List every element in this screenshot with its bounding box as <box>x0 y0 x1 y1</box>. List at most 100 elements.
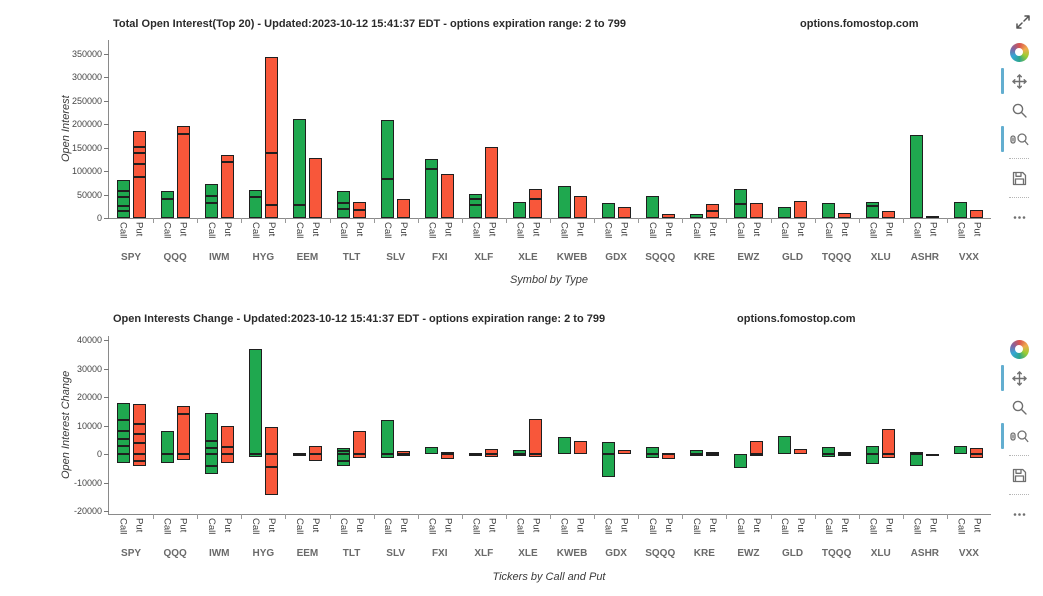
put-tick-label: Put <box>795 518 807 533</box>
hyg-put-bar <box>264 57 278 153</box>
ticker-label: KWEB <box>556 252 588 263</box>
xle-call-bar <box>513 450 527 455</box>
put-tick-label: Put <box>618 518 630 533</box>
xlf-put-bar <box>485 454 499 458</box>
y-tick-label: -10000 <box>73 477 102 488</box>
expand-arrows-icon <box>1016 15 1030 29</box>
slv-put-bar <box>397 451 411 455</box>
xle-call-bar <box>513 454 527 457</box>
more-tools-icon[interactable] <box>1009 207 1029 227</box>
y-tick-mark <box>104 171 109 173</box>
eem-call-bar <box>292 454 306 457</box>
bokeh-logo-icon[interactable] <box>1009 42 1029 62</box>
xlf-call-bar <box>469 199 483 205</box>
qqq-put-bar <box>176 454 190 460</box>
group-tick <box>902 218 904 223</box>
put-tick-label: Put <box>530 222 542 237</box>
y-tick-label: 250000 <box>71 95 102 106</box>
tlt-call-bar <box>337 191 351 203</box>
put-tick-label: Put <box>750 222 762 237</box>
wheel-zoom-icon[interactable] <box>1001 126 1029 152</box>
ashr-put-bar <box>926 454 940 457</box>
call-tick-label: Call <box>293 222 305 239</box>
call-tick-label: Call <box>514 222 526 239</box>
iwm-call-bar <box>204 448 218 455</box>
gdx-put-bar <box>617 450 631 455</box>
group-tick <box>153 218 155 223</box>
y-tick-label: 0 <box>96 449 102 460</box>
fullscreen-expand-icon[interactable] <box>1013 12 1035 34</box>
spy-put-bar <box>132 454 146 462</box>
vxx-call-bar <box>954 201 968 218</box>
call-tick-label: Call <box>955 518 967 535</box>
group-tick <box>638 218 640 223</box>
put-tick-label: Put <box>398 518 410 533</box>
group-tick <box>241 514 243 519</box>
plot-area[interactable]: 0 50000 100000 150000 200000 250000 300000 3500… <box>72 40 991 263</box>
ewz-put-bar <box>749 454 763 457</box>
ticker-label: HYG <box>252 548 275 559</box>
group-tick <box>417 514 419 519</box>
more-tools-icon[interactable] <box>1009 504 1029 524</box>
tqqq-call-bar <box>822 454 836 458</box>
box-zoom-icon[interactable] <box>1009 100 1029 120</box>
save-icon[interactable] <box>1009 168 1029 188</box>
y-tick-mark <box>104 425 109 427</box>
save-icon[interactable] <box>1009 465 1029 485</box>
kweb-call-bar <box>557 437 571 455</box>
group-tick <box>373 218 375 223</box>
qqq-put-bar <box>176 414 190 455</box>
ticker-label: IWM <box>208 252 230 263</box>
group-tick <box>858 514 860 519</box>
eem-put-bar <box>308 454 322 462</box>
plot-area[interactable]: -20000 -10000 0 10000 20000 30000 40000 Call Put… <box>74 335 991 559</box>
y-tick-mark <box>104 368 109 370</box>
gdx-call-bar <box>601 454 615 477</box>
spy-put-bar <box>132 424 146 435</box>
xlu-call-bar <box>866 206 880 218</box>
ticker-label: EWZ <box>737 548 760 559</box>
put-tick-label: Put <box>927 222 939 237</box>
put-tick-label: Put <box>971 518 983 533</box>
slv-put-bar <box>397 199 411 218</box>
logo-ring <box>1009 42 1029 62</box>
ticker-label: SPY <box>121 548 142 559</box>
spy-call-bar <box>116 180 130 191</box>
y-tick-label: -20000 <box>73 506 102 517</box>
tlt-call-bar <box>337 454 351 462</box>
xlu-put-bar <box>882 428 896 455</box>
kre-put-bar <box>705 454 719 457</box>
spy-call-bar <box>116 206 130 212</box>
put-tick-label: Put <box>706 518 718 533</box>
group-tick <box>902 514 904 519</box>
call-tick-label: Call <box>734 518 746 535</box>
call-tick-label: Call <box>514 518 526 535</box>
spy-put-bar <box>132 146 146 154</box>
gld-call-bar <box>778 435 792 455</box>
put-tick-label: Put <box>354 518 366 533</box>
spy-put-bar <box>132 163 146 177</box>
slv-call-bar <box>381 454 395 459</box>
y-tick-mark <box>104 511 109 513</box>
box-zoom-icon[interactable] <box>1009 397 1029 417</box>
spy-put-bar <box>132 434 146 443</box>
call-tick-label: Call <box>955 222 967 239</box>
y-tick-label: 200000 <box>71 119 102 130</box>
put-tick-label: Put <box>927 518 939 533</box>
y-tick-label: 100000 <box>71 166 102 177</box>
ticker-label: ASHR <box>910 548 940 559</box>
ticker-label: SQQQ <box>645 252 676 263</box>
kre-put-bar <box>705 204 719 212</box>
hyg-put-bar <box>264 467 278 496</box>
y-tick-mark <box>104 218 109 219</box>
put-tick-label: Put <box>309 518 321 533</box>
call-tick-label: Call <box>161 518 173 535</box>
pan-tool-icon[interactable] <box>1001 365 1029 391</box>
pan-tool-icon[interactable] <box>1001 68 1029 94</box>
wheel-zoom-icon[interactable] <box>1001 423 1029 449</box>
y-tick-label: 150000 <box>71 142 102 153</box>
ashr-call-bar <box>910 454 924 466</box>
eem-put-bar <box>308 158 322 218</box>
bokeh-logo-icon[interactable] <box>1009 339 1029 359</box>
